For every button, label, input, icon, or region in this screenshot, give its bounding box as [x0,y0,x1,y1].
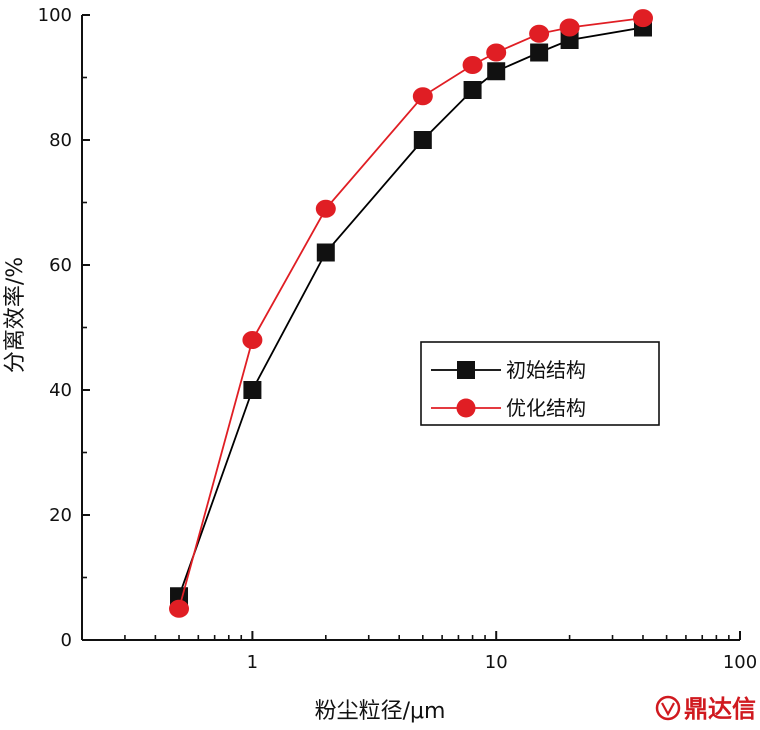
y-tick-label: 100 [38,5,72,26]
data-point-circle [169,599,190,618]
legend-marker-optimized [456,398,476,418]
data-point-square [413,131,432,149]
axes-layer: 0 20 40 60 80 100 1 10 100 [38,5,758,673]
legend-label-initial: 初始结构 [506,358,586,382]
y-axis-title: 分离效率/% [3,257,28,373]
watermark-text: 鼎达信 [684,695,756,723]
y-tick-label: 60 [49,255,72,276]
data-point-circle [315,199,336,218]
series-line [178,17,644,610]
y-tick-label: 0 [61,630,72,651]
data-point-circle [412,87,433,106]
watermark: 鼎达信 [655,695,756,723]
data-point-square [530,43,549,62]
data-point-square [487,62,506,81]
y-tick-label: 20 [49,505,72,526]
data-point-square [463,81,482,99]
data-point-circle [529,24,550,43]
legend-marker-initial [457,361,475,379]
data-point-circle [462,56,483,74]
legend-label-optimized: 优化结构 [506,396,586,420]
series-0 [170,18,652,606]
logo-icon-mark [661,702,675,717]
data-point-square [316,243,335,262]
y-tick-label: 40 [49,380,72,401]
x-tick-label: 100 [723,652,757,673]
series-layer [169,9,653,618]
x-axis-title: 粉尘粒径/μm [315,699,446,724]
data-point-square [243,381,262,399]
series-1 [169,9,653,618]
series-line [178,26,644,597]
logo-icon [655,695,681,721]
data-point-circle [486,43,507,62]
data-point-circle [242,331,263,349]
data-point-circle [632,9,653,28]
data-point-circle [559,18,580,37]
x-tick-label: 10 [485,652,508,673]
x-tick-label: 1 [247,652,258,673]
legend: 初始结构 优化结构 [420,341,660,426]
y-tick-label: 80 [49,130,72,151]
